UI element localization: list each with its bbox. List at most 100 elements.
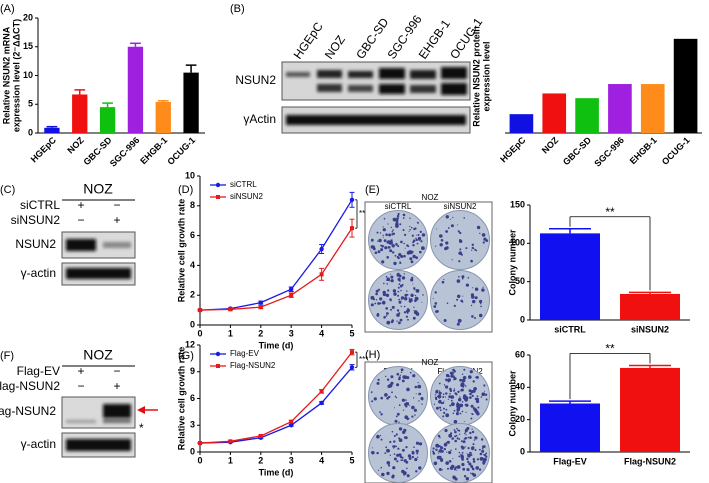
colony-dot xyxy=(458,251,463,255)
colony-dot xyxy=(460,454,464,458)
colony-dot xyxy=(479,313,483,318)
colony-dot xyxy=(410,278,414,282)
colony-dot xyxy=(398,376,401,379)
colony-dot xyxy=(477,406,480,409)
x-tick-label: 1 xyxy=(228,328,233,338)
legend-marker xyxy=(216,195,220,199)
colony-dot xyxy=(400,371,403,374)
colony-dot xyxy=(458,276,460,278)
marker xyxy=(258,433,263,438)
colony-dot xyxy=(470,304,473,307)
colony-dot xyxy=(456,407,461,412)
colony-dot xyxy=(443,411,446,414)
colony-dot xyxy=(445,215,449,219)
y-axis-label: expression level (2⁻ΔΔCT) xyxy=(11,19,21,132)
colony-dot xyxy=(473,247,475,250)
condition-label: Flag-EV xyxy=(17,364,60,378)
panel-label: (E) xyxy=(365,184,380,196)
colony-dot xyxy=(458,239,462,242)
colony-dot xyxy=(409,371,412,374)
blot-strip xyxy=(281,61,471,101)
colony-dot xyxy=(393,261,397,266)
colony-dot xyxy=(398,300,402,304)
colony-dot xyxy=(459,231,462,235)
series-line xyxy=(199,351,353,444)
colony-dot xyxy=(393,457,397,461)
colony-dot xyxy=(456,402,460,407)
colony-dot xyxy=(371,451,375,455)
x-tick-label: 4 xyxy=(319,328,324,338)
colony-dot xyxy=(420,251,422,254)
colony-dot xyxy=(380,466,383,469)
colony-dot xyxy=(453,388,456,390)
colony-dot xyxy=(481,233,486,237)
colony-dot xyxy=(439,409,442,412)
colony-dot xyxy=(439,406,442,409)
colony-dot xyxy=(467,447,470,450)
colony-dot xyxy=(464,384,466,386)
colony-dot xyxy=(394,395,397,397)
colony-dot xyxy=(386,277,391,282)
colony-dot xyxy=(409,301,412,303)
condition-mark: − xyxy=(113,364,120,378)
colony-dot xyxy=(458,260,461,263)
colony-dot xyxy=(385,375,387,378)
colony-dot xyxy=(390,300,392,302)
colony-dot xyxy=(465,283,469,287)
colony-dot xyxy=(398,298,400,301)
colony-dot xyxy=(438,390,441,392)
colony-dot xyxy=(475,375,479,379)
colony-dot xyxy=(458,438,461,440)
colony-dot xyxy=(399,374,401,376)
bar xyxy=(540,233,600,320)
colony-dot xyxy=(412,283,414,285)
colony-dot xyxy=(452,475,456,479)
colony-dot xyxy=(453,370,456,373)
colony-dot xyxy=(453,409,456,412)
bar xyxy=(183,72,199,133)
colony-dot xyxy=(479,299,483,304)
colony-dot xyxy=(412,316,416,320)
colony-dot xyxy=(379,435,382,437)
colony-dot xyxy=(392,229,394,231)
y-tick-label: 20 xyxy=(515,414,525,424)
colony-dot xyxy=(403,273,405,275)
colony-dot xyxy=(451,259,453,261)
colony-dot xyxy=(380,396,384,400)
bar xyxy=(72,94,88,133)
colony-dot xyxy=(458,455,461,458)
colony-dot xyxy=(469,436,472,440)
colony-dot xyxy=(398,404,401,406)
colony-dot xyxy=(474,287,479,291)
colony-dot xyxy=(387,246,391,249)
colony-dot xyxy=(435,406,439,410)
colony-dot xyxy=(446,440,450,444)
colony-dot xyxy=(419,238,421,240)
row-label: NSUN2 xyxy=(235,73,276,87)
colony-dot xyxy=(450,464,455,469)
x-axis-label: Time (d) xyxy=(259,467,294,477)
bar xyxy=(542,93,567,133)
colony-dot xyxy=(393,448,395,450)
colony-dot xyxy=(438,449,443,453)
colony-dot xyxy=(480,303,482,305)
y-tick-label: 100 xyxy=(510,238,525,248)
colony-dot xyxy=(383,282,385,285)
colony-dot xyxy=(482,286,484,288)
colony-dot xyxy=(471,430,475,434)
colony-dot xyxy=(471,315,474,318)
colony-dot xyxy=(418,400,420,402)
y-tick-label: 15 xyxy=(23,41,33,51)
marker xyxy=(258,300,263,305)
marker xyxy=(349,365,355,370)
colony-dot xyxy=(388,395,391,399)
colony-dot xyxy=(470,259,473,263)
colony-dot xyxy=(456,401,459,404)
colony-dot xyxy=(436,406,438,408)
bar xyxy=(575,98,599,133)
colony-dot xyxy=(397,245,400,248)
colony-dot xyxy=(390,279,394,283)
colony-dot xyxy=(383,239,387,243)
colony-dot xyxy=(397,294,400,297)
